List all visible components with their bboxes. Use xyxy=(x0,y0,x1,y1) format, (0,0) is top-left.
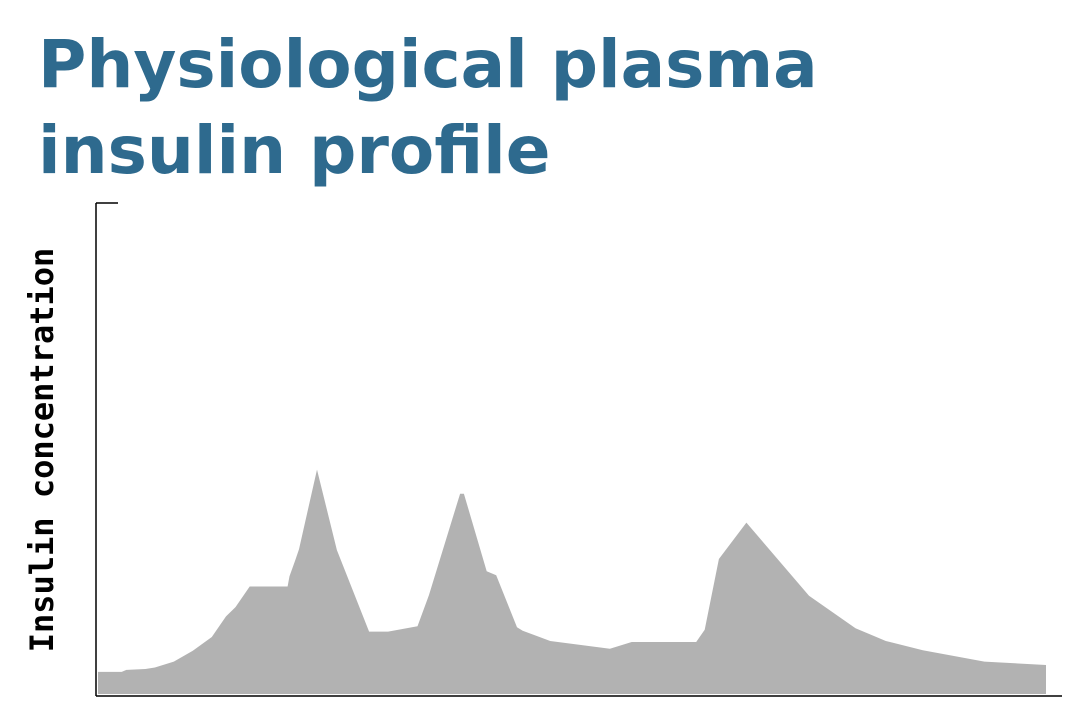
slide-title: Physiological plasma insulin profile xyxy=(38,26,818,189)
insulin-area xyxy=(98,469,1046,694)
